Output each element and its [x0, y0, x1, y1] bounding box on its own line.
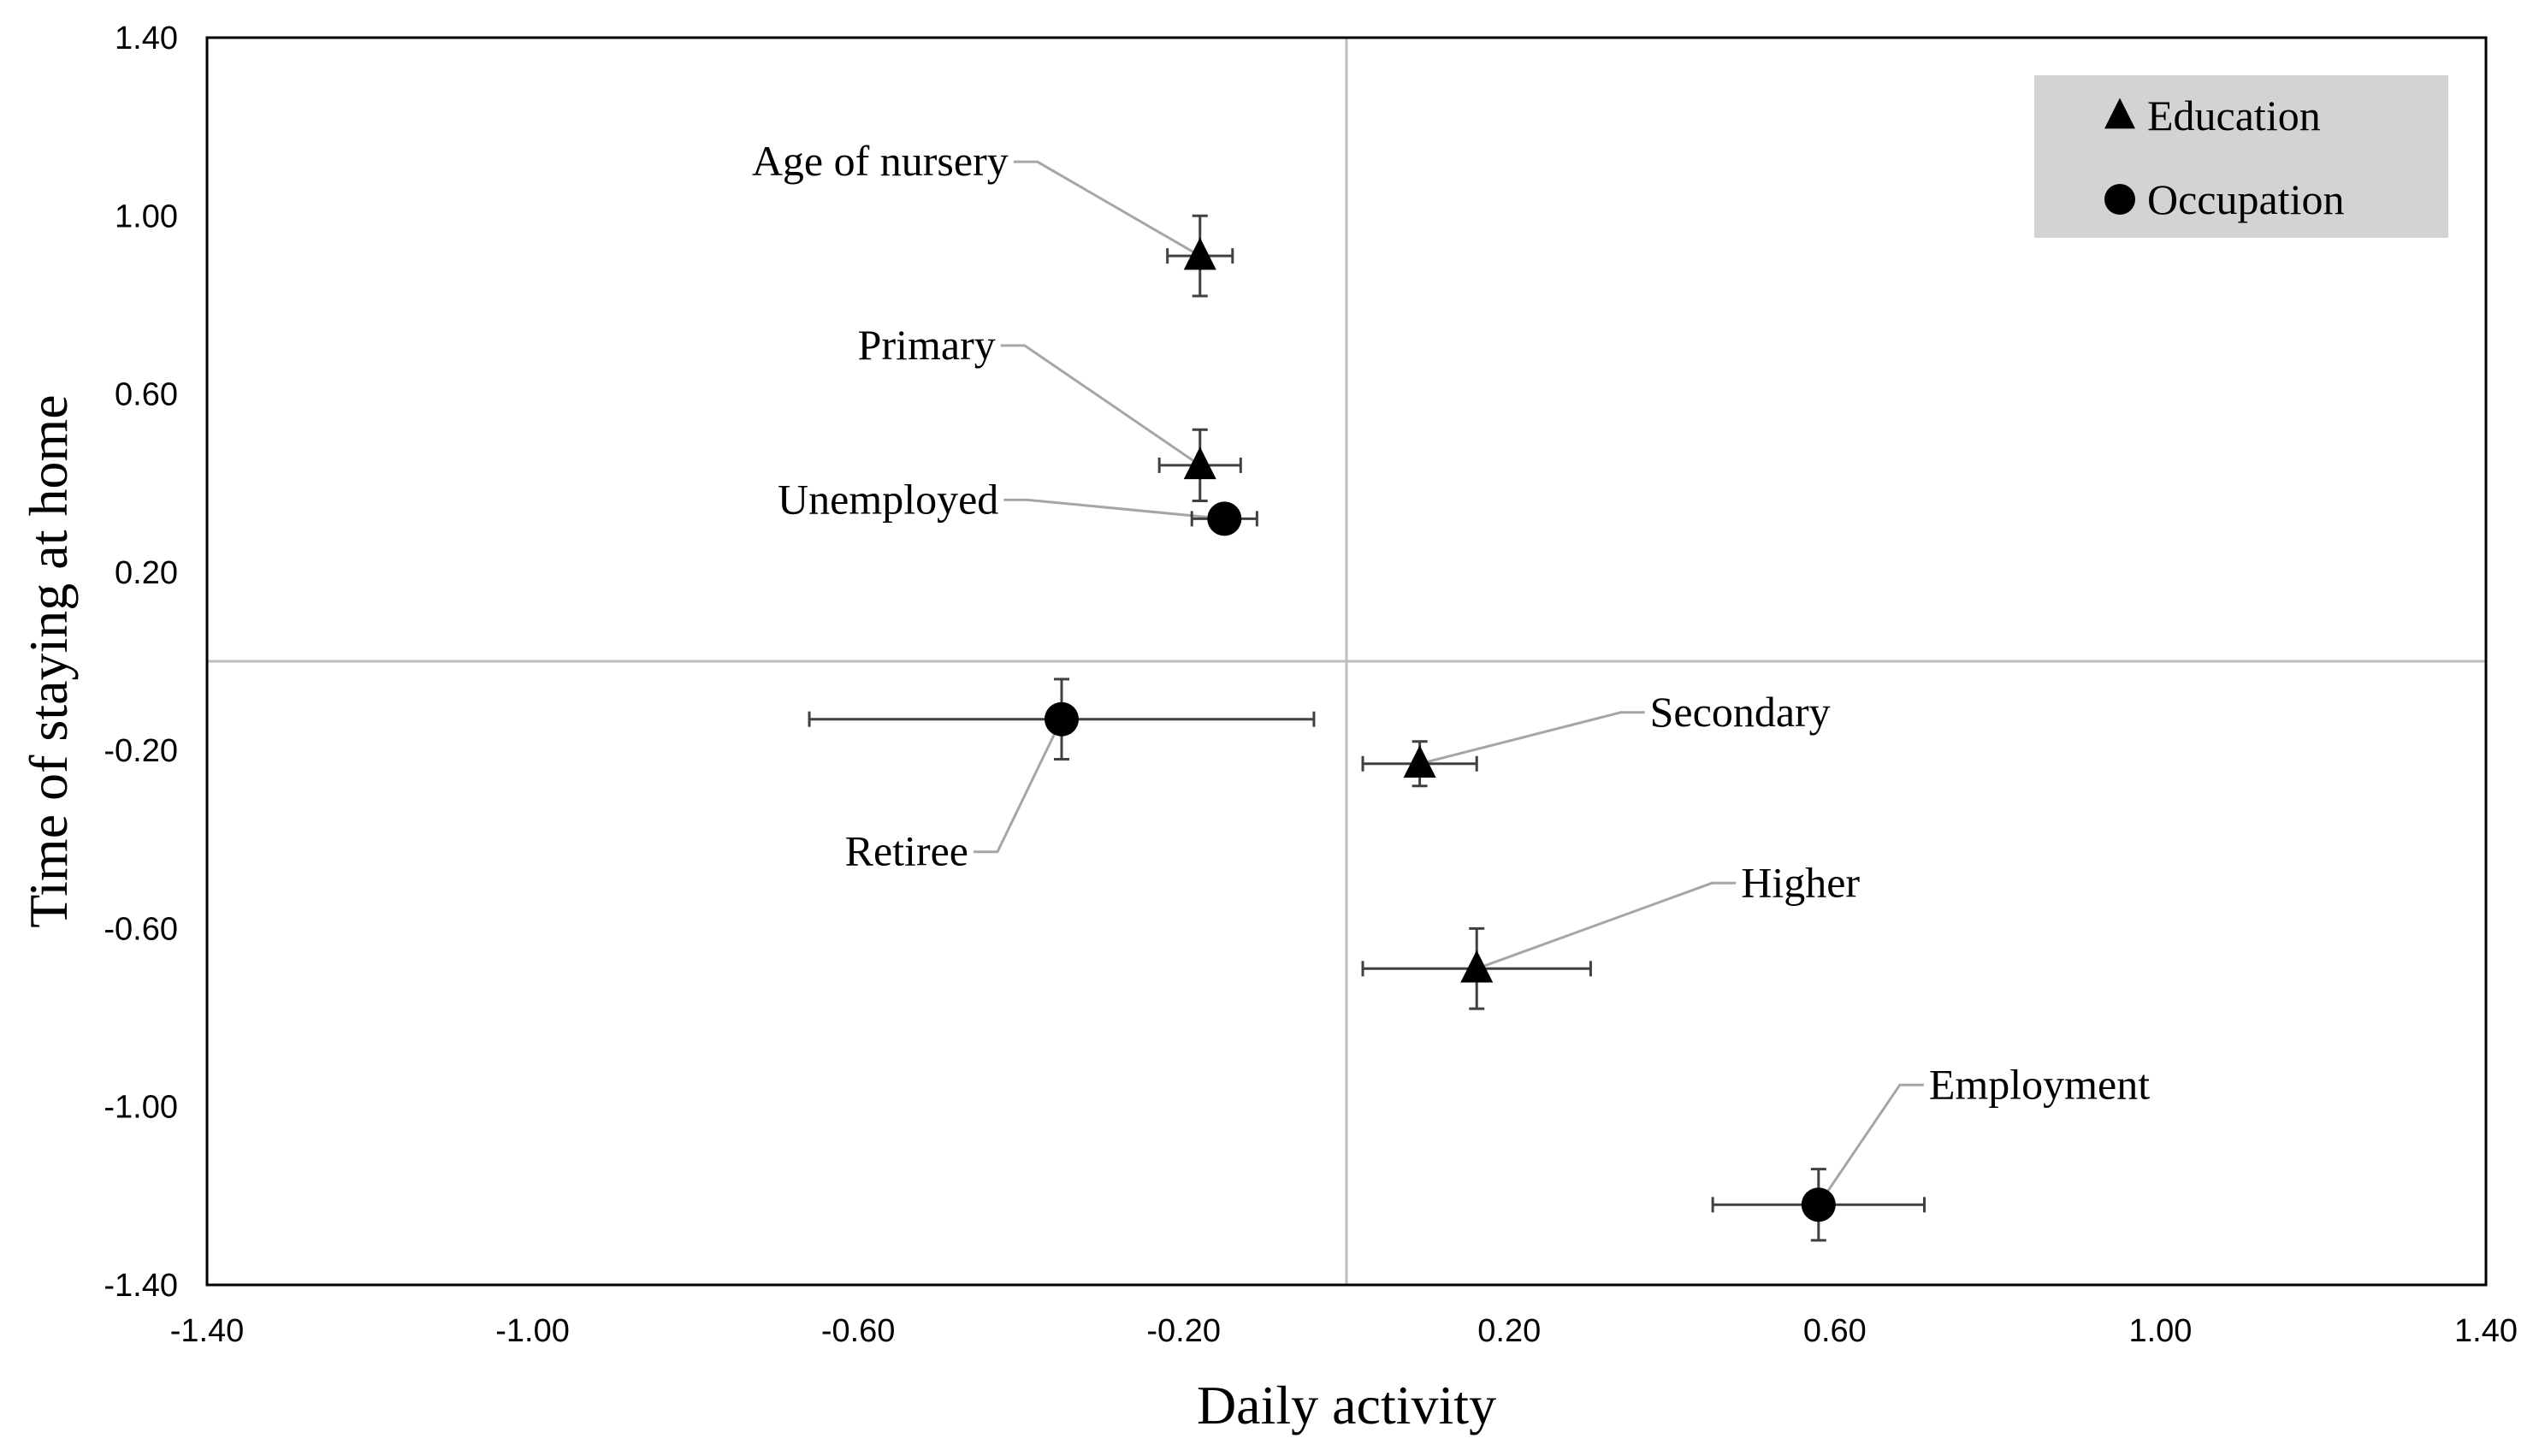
data-point-retiree	[1045, 701, 1079, 737]
data-point-primary	[1183, 447, 1216, 480]
x-tick-label: -1.40	[170, 1313, 245, 1349]
y-tick-label: -0.60	[104, 911, 178, 947]
plot-area	[205, 36, 2488, 1287]
y-tick-label: -0.20	[104, 733, 178, 769]
leader-lines	[974, 160, 1924, 1206]
x-axis-title: Daily activity	[1197, 1375, 1496, 1435]
data-point-secondary	[1403, 745, 1436, 778]
legend: Education Occupation	[2034, 75, 2448, 238]
data-point-unemployed	[1207, 501, 1242, 536]
data-label-primary: Primary	[858, 321, 996, 369]
leader-line	[974, 719, 1063, 854]
leader-line	[1013, 160, 1201, 257]
data-markers	[1045, 237, 1836, 1222]
x-tick-label: 0.20	[1477, 1313, 1541, 1349]
legend-label-occupation: Occupation	[2147, 175, 2344, 223]
y-tick-label: -1.40	[104, 1268, 178, 1304]
x-tick-label: -1.00	[495, 1313, 570, 1349]
y-tick-label: 1.00	[115, 198, 178, 234]
y-tick-label: 0.60	[115, 377, 178, 413]
y-tick-label: -1.00	[104, 1090, 178, 1126]
data-label-unemployed: Unemployed	[778, 475, 998, 523]
leader-line	[1419, 711, 1645, 766]
data-label-retiree: Retiree	[845, 827, 968, 875]
y-tick-label: 1.40	[115, 21, 178, 56]
reference-lines	[207, 38, 2486, 1285]
legend-box	[2034, 75, 2448, 238]
x-tick-label: -0.60	[821, 1313, 896, 1349]
y-axis-title: Time of staying at home	[18, 394, 79, 927]
leader-line	[1817, 1083, 1924, 1206]
leader-line	[1003, 498, 1225, 520]
x-tick-label: 1.00	[2128, 1313, 2192, 1349]
x-tick-label: 1.40	[2454, 1313, 2518, 1349]
x-tick-label: -0.20	[1146, 1313, 1221, 1349]
point-labels: Age of nursery Primary Secondary Higher Unem…	[752, 137, 2150, 1108]
data-label-employment: Employment	[1929, 1060, 2150, 1108]
leader-line	[1000, 344, 1201, 467]
y-tick-label: 0.20	[115, 555, 178, 591]
legend-label-education: Education	[2147, 92, 2321, 139]
leader-line	[1476, 881, 1737, 970]
x-tick-label: 0.60	[1803, 1313, 1867, 1349]
data-label-age-of-nursery: Age of nursery	[752, 137, 1009, 185]
circle-icon	[2104, 184, 2135, 215]
tick-labels: -1.40 -1.00 -0.60 -0.20 0.20 0.60 1.00 1.40 1.40…	[104, 21, 2518, 1349]
data-label-secondary: Secondary	[1650, 688, 1831, 736]
triangle-icon	[2104, 98, 2135, 129]
data-label-higher: Higher	[1741, 858, 1860, 906]
data-point-age-of-nursery	[1183, 237, 1216, 270]
data-point-employment	[1801, 1187, 1836, 1222]
data-point-higher	[1460, 950, 1494, 983]
